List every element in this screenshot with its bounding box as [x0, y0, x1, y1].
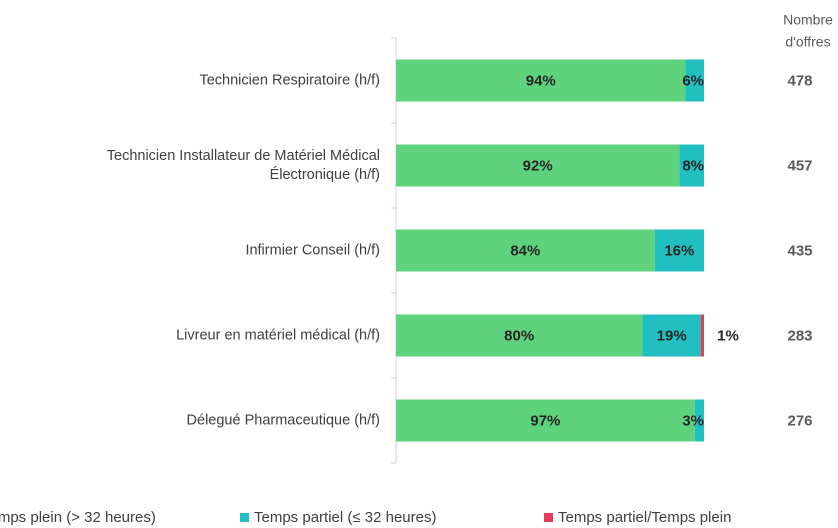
value-label: 94%: [526, 72, 556, 89]
bar-segment: [654, 229, 704, 272]
value-label: 92%: [523, 157, 553, 174]
bar-segment: [685, 59, 704, 102]
value-label: 16%: [664, 242, 694, 259]
value-label: 84%: [510, 242, 540, 259]
value-label: 6%: [682, 72, 704, 89]
bar-segment: [700, 314, 704, 357]
count-header: Nombre: [783, 12, 833, 28]
bar-segment: [396, 229, 655, 272]
category-label: Technicien Respiratoire (h/f): [199, 72, 380, 88]
legend-label: Temps plein (> 32 heures): [0, 509, 156, 526]
category-label: Technicien Installateur de Matériel Médi…: [107, 148, 380, 183]
count-label: 478: [787, 72, 812, 89]
legend-marker: [544, 513, 553, 522]
value-label: 8%: [682, 157, 704, 174]
legend-label: Temps partiel/Temps plein: [558, 509, 731, 526]
count-label: 283: [787, 327, 812, 344]
count-label: 276: [787, 412, 812, 429]
value-label: 80%: [504, 327, 534, 344]
value-label: 3%: [682, 412, 704, 429]
category-label: Délegué Pharmaceutique (h/f): [187, 412, 380, 428]
count-header: d'offres: [785, 34, 830, 50]
bar-segment: [396, 399, 695, 442]
legend-marker: [240, 513, 249, 522]
bar-segment: [396, 314, 643, 357]
legend-label: Temps partiel (≤ 32 heures): [254, 509, 436, 526]
category-label: Infirmier Conseil (h/f): [245, 242, 380, 258]
bar-segment: [694, 399, 704, 442]
value-label: 97%: [530, 412, 560, 429]
value-label: 1%: [717, 327, 739, 344]
bar-segment: [679, 144, 704, 187]
bar-segment: [396, 144, 680, 187]
count-label: 457: [787, 157, 812, 174]
value-label: 19%: [657, 327, 687, 344]
bar-segment: [642, 314, 701, 357]
bar-segment: [396, 59, 686, 102]
count-label: 435: [787, 242, 812, 259]
category-label: Livreur en matériel médical (h/f): [176, 327, 380, 343]
